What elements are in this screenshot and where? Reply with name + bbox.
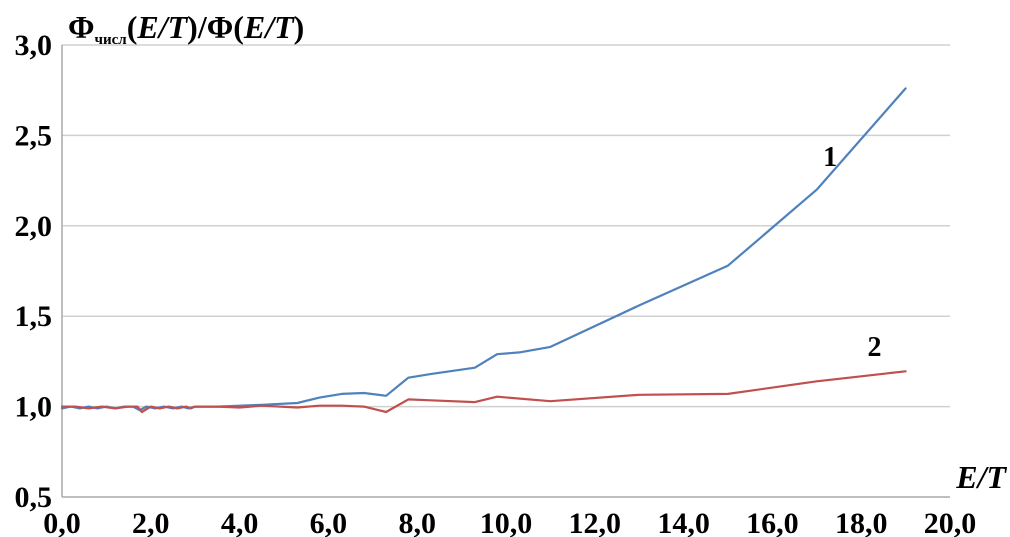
series-line-1 xyxy=(60,87,907,412)
y-tick-labels: 0,5 1,0 1,5 2,0 2,5 3,0 xyxy=(15,29,53,514)
axes xyxy=(61,45,950,498)
y-axis-title: Φчисл(E/T)/Φ(E/T) xyxy=(68,9,304,48)
x-tick-label: 8,0 xyxy=(398,507,436,537)
y-tick-label: 2,5 xyxy=(15,119,53,152)
y-axis-title-mid: )/Φ( xyxy=(187,9,244,45)
series-labels: 12 xyxy=(823,142,881,363)
gridlines xyxy=(62,44,950,408)
series-line-2 xyxy=(60,370,907,414)
x-tick-label: 6,0 xyxy=(310,507,348,537)
x-tick-label: 10,0 xyxy=(480,507,533,537)
y-tick-label: 0,5 xyxy=(15,481,53,514)
y-axis-title-et-1: E/T xyxy=(136,9,188,45)
series-label-1: 1 xyxy=(823,142,837,173)
y-axis-title-subscript: числ xyxy=(95,32,128,48)
y-tick-label: 3,0 xyxy=(15,29,53,62)
x-tick-labels: 0,0 2,0 4,0 6,0 8,0 10,0 12,0 14,0 16,0 18,0 20,0 xyxy=(43,507,976,537)
x-tick-label: 0,0 xyxy=(43,507,81,537)
y-axis-title-paren-close: ) xyxy=(294,9,305,45)
y-tick-label: 2,0 xyxy=(15,210,53,243)
y-tick-label: 1,0 xyxy=(15,391,53,424)
y-axis-title-et-2: E/T xyxy=(243,9,295,45)
x-tick-label: 2,0 xyxy=(132,507,170,537)
x-tick-label: 12,0 xyxy=(569,507,622,537)
x-tick-label: 16,0 xyxy=(746,507,799,537)
x-tick-label: 20,0 xyxy=(924,507,977,537)
series-lines xyxy=(60,87,907,414)
y-axis-title-paren-open: ( xyxy=(127,9,138,45)
series-label-2: 2 xyxy=(868,332,882,363)
x-tick-label: 14,0 xyxy=(657,507,710,537)
x-tick-label: 4,0 xyxy=(221,507,259,537)
y-axis-title-phi: Φ xyxy=(68,9,95,45)
y-tick-label: 1,5 xyxy=(15,300,53,333)
x-tick-label: 18,0 xyxy=(835,507,888,537)
x-axis-title: E/T xyxy=(955,459,1007,495)
